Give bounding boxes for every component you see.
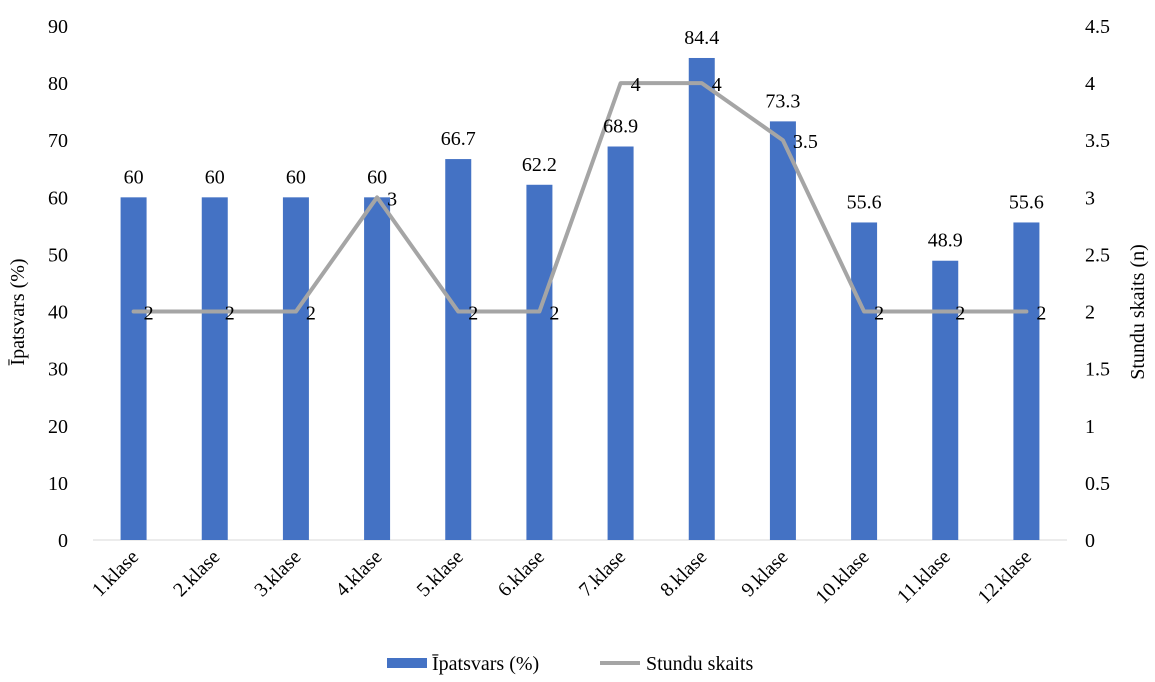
bar xyxy=(201,197,228,541)
bar-data-labels: 60 60 60 60 66.7 62.2 68.9 84.4 73.3 55.6 48.9 55.6 xyxy=(124,27,1044,252)
y2-tick-label: 3 xyxy=(1085,187,1095,209)
bar xyxy=(769,121,796,541)
bar xyxy=(607,146,634,540)
y2-tick-label: 3.5 xyxy=(1085,130,1110,152)
line-data-label: 2 xyxy=(874,303,884,325)
x-tick-label: 11.klase xyxy=(893,546,955,608)
y2-tick-label: 1 xyxy=(1085,416,1095,438)
y-tick-label: 60 xyxy=(48,187,68,209)
y-tick-label: 50 xyxy=(48,244,68,266)
line-data-labels: 2 2 2 3 2 2 4 4 3.5 2 2 2 xyxy=(144,74,1047,324)
legend-swatch-bars xyxy=(387,658,427,668)
y2-tick-label: 0.5 xyxy=(1085,473,1110,495)
bar-data-label: 48.9 xyxy=(928,230,963,252)
x-tick-label: 1.klase xyxy=(88,546,143,601)
y2-tick-label: 4.5 xyxy=(1085,16,1110,38)
y2-axis-title: Stundu skaits (n) xyxy=(1127,244,1149,380)
line-path xyxy=(131,81,1029,314)
y-tick-label: 70 xyxy=(48,130,68,152)
y-tick-label: 90 xyxy=(48,16,68,38)
line-data-label: 2 xyxy=(549,303,559,325)
line-data-label: 4 xyxy=(631,74,641,96)
bar xyxy=(282,197,309,541)
bar xyxy=(526,184,553,540)
y-tick-label: 20 xyxy=(48,416,68,438)
line-series xyxy=(131,81,1029,314)
bar-data-label: 60 xyxy=(286,166,306,188)
line-data-label: 4 xyxy=(712,74,722,96)
x-tick-label: 12.klase xyxy=(974,546,1036,608)
y2-tick-label: 2.5 xyxy=(1085,244,1110,266)
bar-data-label: 84.4 xyxy=(684,27,719,49)
bar-data-label: 55.6 xyxy=(847,191,882,213)
line-data-label: 2 xyxy=(955,303,965,325)
y-tick-label: 10 xyxy=(48,473,68,495)
line-data-label: 2 xyxy=(468,303,478,325)
y2-tick-label: 2 xyxy=(1085,302,1095,324)
legend-label-line: Stundu skaits xyxy=(646,653,753,675)
bar xyxy=(932,260,959,540)
bar-data-label: 62.2 xyxy=(522,154,557,176)
bar-data-label: 73.3 xyxy=(765,90,800,112)
x-tick-label: 8.klase xyxy=(656,546,711,601)
bar-series xyxy=(120,57,1040,541)
bar xyxy=(1013,222,1040,540)
x-tick-label: 9.klase xyxy=(737,546,792,601)
bar xyxy=(364,197,391,541)
line-data-label: 2 xyxy=(144,303,154,325)
bar-data-label: 60 xyxy=(205,166,225,188)
bar-data-label: 68.9 xyxy=(603,116,638,138)
bar xyxy=(445,159,472,540)
line-data-label: 3 xyxy=(387,188,397,210)
x-tick-label: 10.klase xyxy=(811,546,873,608)
y-tick-label: 0 xyxy=(58,530,68,552)
bar xyxy=(688,57,715,540)
x-tick-label: 3.klase xyxy=(250,546,305,601)
y2-tick-label: 1.5 xyxy=(1085,359,1110,381)
bar-data-label: 60 xyxy=(367,166,387,188)
y-tick-label: 40 xyxy=(48,302,68,324)
bar xyxy=(851,222,878,540)
y2-tick-label: 0 xyxy=(1085,530,1095,552)
bar-data-label: 66.7 xyxy=(441,128,476,150)
bar-data-label: 60 xyxy=(124,166,144,188)
line-data-label: 2 xyxy=(306,303,316,325)
y2-tick-label: 4 xyxy=(1085,73,1095,95)
x-tick-label: 2.klase xyxy=(169,546,224,601)
legend: Īpatsvars (%) Stundu skaits xyxy=(387,653,753,675)
x-tick-label: 7.klase xyxy=(575,546,630,601)
line-data-label: 2 xyxy=(225,303,235,325)
bar-data-label: 55.6 xyxy=(1009,191,1044,213)
legend-label-bars: Īpatsvars (%) xyxy=(432,653,539,675)
y-tick-label: 30 xyxy=(48,359,68,381)
bar xyxy=(120,197,147,541)
line-data-label: 2 xyxy=(1036,303,1046,325)
line-data-label: 3.5 xyxy=(793,131,818,153)
x-tick-label: 4.klase xyxy=(331,546,386,601)
y-tick-label: 80 xyxy=(48,73,68,95)
x-tick-label: 5.klase xyxy=(413,546,468,601)
x-tick-label: 6.klase xyxy=(494,546,549,601)
y-axis-title: Īpatsvars (%) xyxy=(7,258,29,365)
